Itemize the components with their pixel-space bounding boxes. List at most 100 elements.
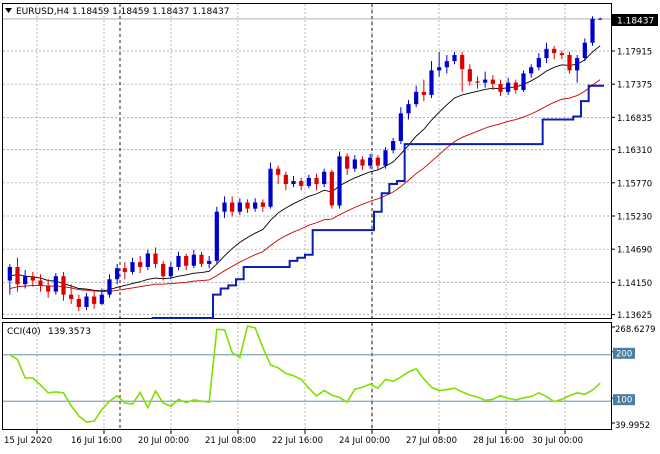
candle-body[interactable] — [437, 67, 442, 71]
candle-body[interactable] — [276, 168, 281, 175]
candle-body[interactable] — [138, 262, 143, 267]
candle-body[interactable] — [191, 254, 196, 266]
y-tick-label: 1.16310 — [617, 146, 652, 156]
y-tick-label: 1.14150 — [617, 279, 652, 289]
candle-body[interactable] — [529, 67, 534, 74]
candle-body[interactable] — [513, 82, 518, 91]
current-price-label: 1.18437 — [617, 17, 654, 27]
y-tick-label: 1.15230 — [617, 212, 652, 222]
candle-body[interactable] — [414, 91, 419, 105]
candle-body[interactable] — [552, 48, 557, 54]
candle-body[interactable] — [498, 83, 503, 92]
candle-body[interactable] — [598, 18, 603, 20]
candle-body[interactable] — [490, 79, 495, 84]
candle-body[interactable] — [475, 81, 480, 83]
candle-body[interactable] — [153, 253, 158, 264]
candle-body[interactable] — [46, 285, 51, 292]
candle-body[interactable] — [15, 266, 20, 285]
triangle-down-icon[interactable] — [5, 8, 12, 13]
candle-body[interactable] — [375, 157, 380, 166]
price-axis[interactable]: 1.17915 1.17375 1.16835 1.16310 1.15770 1.152… — [611, 18, 652, 321]
candle-body[interactable] — [222, 202, 227, 212]
candle-body[interactable] — [306, 177, 311, 186]
candle-body[interactable] — [582, 42, 587, 59]
candle-body[interactable] — [61, 276, 66, 295]
time-axis[interactable]: 15 Jul 2020 16 Jul 16:00 20 Jul 00:00 21 Ju… — [4, 430, 583, 446]
cci-level-tag — [613, 394, 635, 406]
candle-body[interactable] — [299, 180, 304, 186]
candle-body[interactable] — [429, 70, 434, 95]
candle-body[interactable] — [421, 91, 426, 95]
candle-body[interactable] — [352, 159, 357, 169]
cci-pane-frame — [2, 322, 612, 430]
candle-body[interactable] — [345, 156, 350, 169]
candle-body[interactable] — [337, 156, 342, 206]
cci-name-label: CCI(40) — [7, 327, 41, 337]
candle-body[interactable] — [291, 180, 296, 185]
candle-body[interactable] — [230, 202, 235, 212]
candle-body[interactable] — [145, 253, 150, 267]
candle-body[interactable] — [53, 276, 58, 292]
candle-body[interactable] — [590, 18, 595, 43]
candle-body[interactable] — [7, 266, 12, 281]
candle-body[interactable] — [567, 55, 572, 71]
candle-body[interactable] — [207, 260, 212, 264]
symbol-label: EURUSD,H4 — [16, 7, 69, 17]
x-tick-label: 30 Jul 00:00 — [532, 436, 583, 446]
candle-body[interactable] — [30, 276, 35, 281]
candle-body[interactable] — [322, 171, 327, 185]
candle-body[interactable] — [161, 263, 166, 277]
candle-body[interactable] — [398, 113, 403, 142]
candle-body[interactable] — [383, 150, 388, 166]
candle-body[interactable] — [107, 279, 112, 295]
y-tick-label: 1.17915 — [617, 48, 652, 58]
candle-body[interactable] — [245, 202, 250, 209]
x-tick-label: 28 Jul 16:00 — [473, 436, 524, 446]
x-tick-label: 21 Jul 08:00 — [205, 436, 256, 446]
candle-body[interactable] — [99, 294, 104, 304]
candle-body[interactable] — [460, 55, 465, 70]
candle-body[interactable] — [184, 255, 189, 266]
candle-body[interactable] — [214, 211, 219, 261]
candle-body[interactable] — [559, 53, 564, 56]
candle-body[interactable] — [92, 296, 97, 304]
candle-body[interactable] — [260, 202, 265, 207]
candle-body[interactable] — [467, 69, 472, 82]
ohlc-label: 1.18459 1.18459 1.18437 1.18437 — [72, 7, 229, 17]
candle-body[interactable] — [23, 276, 28, 285]
candle-body[interactable] — [544, 48, 549, 59]
candle-body[interactable] — [253, 202, 258, 209]
candles[interactable] — [7, 16, 603, 312]
cci-series — [3, 325, 611, 423]
candle-body[interactable] — [122, 268, 127, 272]
cci-level-tag — [613, 347, 635, 359]
candle-body[interactable] — [130, 262, 135, 272]
candle-body[interactable] — [452, 55, 457, 62]
candle-body[interactable] — [283, 174, 288, 185]
candle-body[interactable] — [368, 157, 373, 166]
candle-body[interactable] — [237, 202, 242, 212]
candle-body[interactable] — [76, 298, 81, 307]
candle-body[interactable] — [168, 266, 173, 277]
candle-body[interactable] — [506, 82, 511, 92]
candle-body[interactable] — [521, 73, 526, 91]
candle-body[interactable] — [314, 177, 319, 185]
candle-body[interactable] — [38, 280, 43, 286]
candle-body[interactable] — [391, 141, 396, 151]
candle-body[interactable] — [575, 58, 580, 71]
candle-body[interactable] — [536, 58, 541, 68]
candle-body[interactable] — [115, 268, 120, 280]
candle-body[interactable] — [360, 159, 365, 166]
candle-body[interactable] — [268, 168, 273, 207]
candle-body[interactable] — [84, 296, 89, 307]
candle-body[interactable] — [406, 104, 411, 114]
candle-body[interactable] — [176, 255, 181, 267]
x-tick-label: 24 Jul 00:00 — [339, 436, 390, 446]
candle-body[interactable] — [199, 254, 204, 264]
candle-body[interactable] — [483, 79, 488, 83]
candle-body[interactable] — [444, 61, 449, 68]
candle-body[interactable] — [329, 171, 334, 206]
candle-body[interactable] — [69, 294, 74, 299]
